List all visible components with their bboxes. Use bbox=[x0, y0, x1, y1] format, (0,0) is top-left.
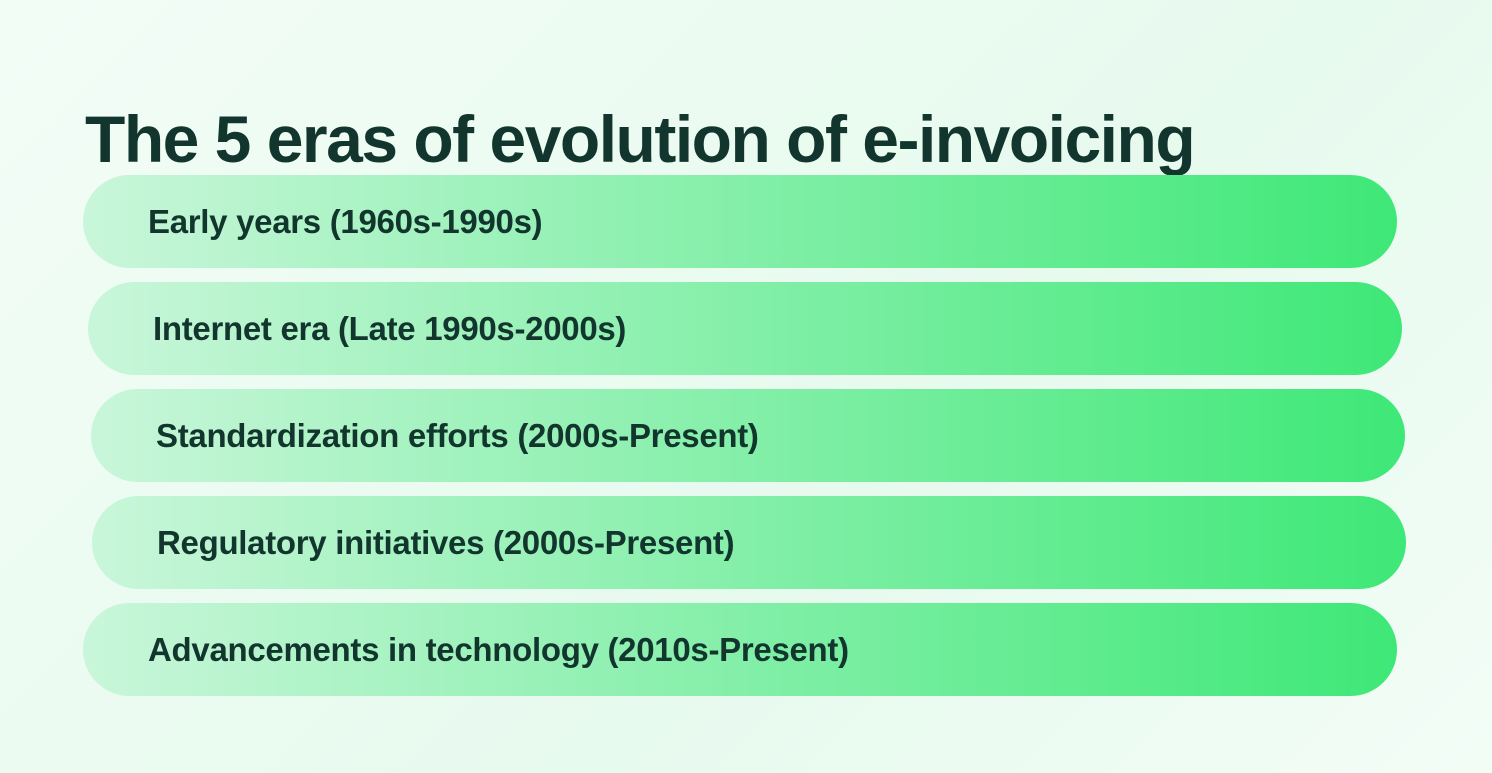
era-bar: Standardization efforts (2000s-Present) bbox=[91, 389, 1405, 482]
era-label: Internet era (Late 1990s-2000s) bbox=[153, 309, 627, 347]
era-label: Regulatory initiatives (2000s-Present) bbox=[157, 523, 735, 561]
era-label: Early years (1960s-1990s) bbox=[148, 202, 543, 240]
era-list: Early years (1960s-1990s) Internet era (… bbox=[83, 175, 1406, 710]
era-label: Standardization efforts (2000s-Present) bbox=[156, 416, 759, 454]
era-bar: Internet era (Late 1990s-2000s) bbox=[88, 282, 1402, 375]
era-label: Advancements in technology (2010s-Presen… bbox=[148, 630, 849, 668]
era-bar: Regulatory initiatives (2000s-Present) bbox=[92, 496, 1406, 589]
era-bar: Early years (1960s-1990s) bbox=[83, 175, 1397, 268]
era-bar: Advancements in technology (2010s-Presen… bbox=[83, 603, 1397, 696]
page-title: The 5 eras of evolution of e-invoicing bbox=[85, 102, 1196, 177]
